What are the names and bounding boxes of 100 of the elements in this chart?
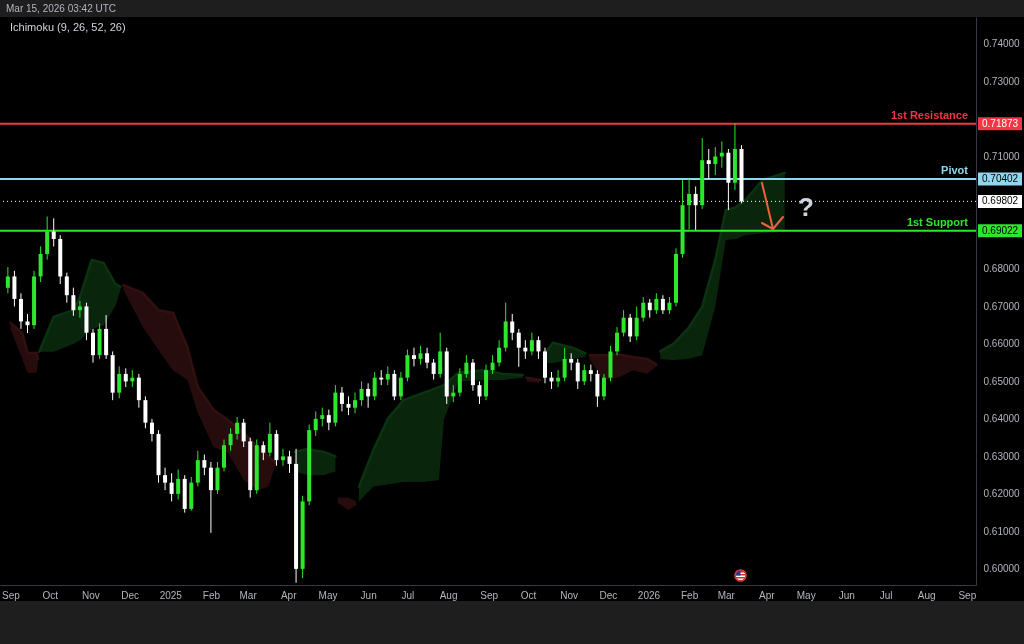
candlestick [228, 427, 233, 452]
candlestick [385, 365, 390, 386]
x-tick-label: Feb [680, 589, 699, 601]
x-tick-label: 2026 [637, 589, 661, 601]
candlestick [346, 395, 351, 416]
candlestick [457, 367, 462, 397]
candlestick [5, 266, 10, 294]
annotation: ? [798, 192, 814, 222]
y-tick-label: 0.70402 [982, 172, 1019, 184]
candlestick [510, 313, 515, 341]
candlestick [176, 469, 181, 501]
y-tick-label: 0.63000 [983, 450, 1021, 462]
y-tick-label: 0.61000 [983, 525, 1021, 537]
candlestick [359, 380, 364, 407]
candlestick [654, 292, 659, 315]
x-tick-label: Oct [42, 589, 59, 601]
x-tick-label: Sep [958, 589, 977, 601]
candlestick [529, 332, 534, 356]
candlestick [222, 439, 227, 472]
x-tick-label: Nov [560, 589, 578, 601]
x-tick-label: Sep [480, 589, 499, 601]
candlestick [77, 300, 82, 319]
x-tick-label: May [796, 589, 816, 601]
candlestick [287, 450, 292, 474]
x-tick-label: Mar [717, 589, 736, 601]
candlestick [136, 373, 141, 409]
y-tick-label: 0.60000 [983, 563, 1021, 575]
ref-line-label: 1st Support [906, 215, 969, 228]
candlestick [143, 395, 148, 429]
x-tick-label: Mar [239, 589, 258, 601]
y-tick-label: 0.71000 [983, 150, 1021, 162]
x-tick-label: Jun [360, 589, 377, 601]
candlestick [117, 365, 122, 399]
candlestick [706, 148, 711, 180]
candlestick [647, 298, 652, 319]
candlestick [477, 380, 482, 405]
x-tick-label: Nov [82, 589, 100, 601]
candlestick [418, 345, 423, 366]
candlestick [464, 354, 469, 379]
candlestick [536, 335, 541, 360]
candlestick [615, 326, 620, 356]
candlestick [280, 448, 285, 467]
candlestick [641, 296, 646, 322]
x-tick-label: Apr [280, 589, 298, 601]
candlestick [169, 472, 174, 502]
candlestick [12, 270, 17, 307]
candlestick [425, 347, 430, 369]
y-tick-label: 0.69022 [982, 224, 1019, 236]
candlestick [405, 349, 410, 382]
candlestick [25, 313, 30, 334]
candlestick [438, 332, 443, 379]
x-tick-label: Oct [520, 589, 537, 601]
x-tick-label: Jun [838, 589, 855, 601]
ref-line-label: Pivot [941, 163, 969, 176]
annotation: Ichimoku (9, 26, 52, 26) [10, 21, 126, 34]
x-tick-label: Aug [439, 589, 458, 601]
candlestick [339, 386, 344, 412]
candlestick [595, 369, 600, 408]
candlestick [366, 382, 371, 409]
y-tick-label: 0.74000 [983, 38, 1021, 50]
y-tick-label: 0.67000 [983, 300, 1021, 312]
candlestick [51, 217, 56, 247]
candlestick [634, 305, 639, 341]
y-tick-label: 0.71873 [982, 117, 1019, 129]
y-tick-label: 0.66000 [983, 338, 1021, 350]
candlestick [18, 292, 23, 330]
y-tick-label: 0.69802 [982, 195, 1019, 207]
candlestick [326, 409, 331, 431]
candlestick [163, 467, 168, 491]
candlestick [516, 328, 521, 368]
ref-line-label: 1st Resistance [890, 108, 968, 121]
y-tick-label: 0.73000 [983, 75, 1021, 87]
y-tick-label: 0.62000 [983, 488, 1021, 500]
candlestick [320, 407, 325, 427]
x-tick-label: Aug [917, 589, 936, 601]
x-tick-label: Jul [401, 589, 415, 601]
x-tick-label: Dec [121, 589, 140, 601]
candlestick [470, 358, 475, 392]
candlestick [64, 272, 69, 304]
candlestick [261, 440, 266, 461]
candlestick [660, 294, 665, 315]
x-tick-label: Sep [2, 589, 21, 601]
candlestick [313, 410, 318, 437]
candlestick [497, 339, 502, 367]
candlestick [208, 461, 213, 534]
candlestick [71, 287, 76, 317]
candlestick [267, 422, 272, 457]
candlestick [372, 371, 377, 401]
candlestick [398, 371, 403, 401]
x-tick-label: Dec [599, 589, 618, 601]
candlestick [392, 369, 397, 401]
x-tick-label: May [318, 589, 338, 601]
candlestick [91, 328, 96, 364]
text: Mar 15, 2026 03:42 UTC [5, 2, 118, 16]
y-tick-label: 0.64000 [983, 413, 1021, 425]
candlestick [202, 454, 207, 476]
candlestick [38, 245, 43, 283]
candlestick [713, 146, 718, 176]
candlestick [353, 392, 358, 414]
candlestick [195, 450, 200, 487]
